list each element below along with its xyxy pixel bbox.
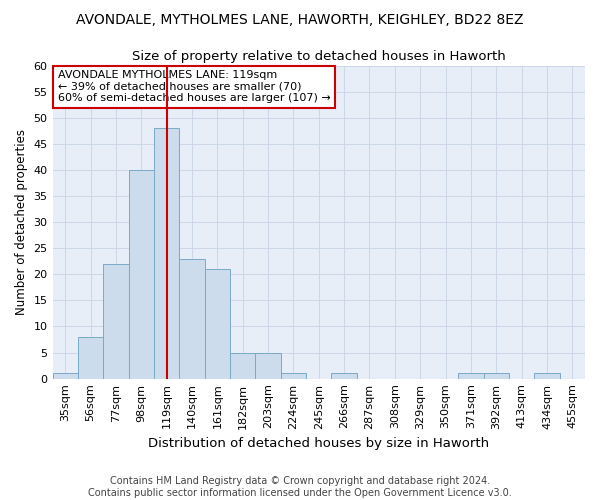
Bar [534,374,560,378]
Bar [230,352,256,378]
Text: AVONDALE, MYTHOLMES LANE, HAWORTH, KEIGHLEY, BD22 8EZ: AVONDALE, MYTHOLMES LANE, HAWORTH, KEIGH… [76,12,524,26]
Bar [53,374,78,378]
Text: AVONDALE MYTHOLMES LANE: 119sqm
← 39% of detached houses are smaller (70)
60% of: AVONDALE MYTHOLMES LANE: 119sqm ← 39% of… [58,70,331,104]
Bar [128,170,154,378]
Bar [78,337,103,378]
Bar [256,352,281,378]
Bar [281,374,306,378]
Text: Contains HM Land Registry data © Crown copyright and database right 2024.
Contai: Contains HM Land Registry data © Crown c… [88,476,512,498]
Bar [103,264,128,378]
Y-axis label: Number of detached properties: Number of detached properties [15,129,28,315]
Bar [484,374,509,378]
Bar [179,258,205,378]
Title: Size of property relative to detached houses in Haworth: Size of property relative to detached ho… [132,50,506,63]
Bar [205,269,230,378]
Bar [154,128,179,378]
Bar [331,374,357,378]
Bar [458,374,484,378]
X-axis label: Distribution of detached houses by size in Haworth: Distribution of detached houses by size … [148,437,490,450]
